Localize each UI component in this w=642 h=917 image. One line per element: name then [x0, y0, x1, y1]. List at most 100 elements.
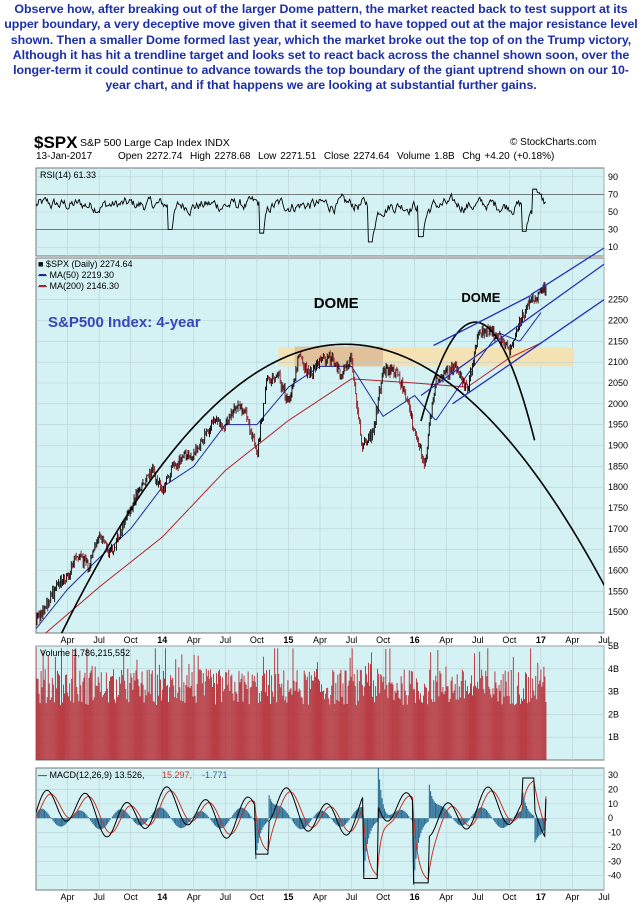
volume-bar: [304, 674, 306, 760]
volume-bar: [184, 702, 186, 760]
volume-bar: [336, 700, 338, 760]
volume-bar: [154, 648, 156, 760]
volume-bar: [512, 657, 514, 760]
chart-index-name: S&P 500 Large Cap Index INDX: [80, 137, 230, 149]
volume-bar: [412, 689, 414, 760]
volume-bar: [349, 657, 351, 760]
volume-bar: [340, 669, 342, 760]
volume-bar: [128, 702, 130, 760]
price-tick-label: 1700: [608, 524, 628, 534]
macd-x-tick-label: 15: [283, 892, 293, 902]
volume-bar: [141, 671, 143, 760]
volume-bar: [166, 686, 167, 760]
volume-bar: [301, 697, 303, 760]
volume-bar: [108, 681, 110, 760]
resistance-zone: [278, 347, 574, 367]
volume-bar: [411, 671, 413, 760]
volume-bar: [384, 689, 386, 760]
volume-bar: [210, 676, 212, 760]
volume-bar: [328, 698, 330, 760]
volume-bar: [424, 683, 426, 760]
volume-bar: [326, 688, 328, 760]
volume-bar: [307, 704, 309, 760]
volume-bar: [190, 685, 192, 760]
volume-bar: [289, 689, 291, 760]
volume-bar: [96, 686, 98, 760]
chart-commentary: Observe how, after breaking out of the l…: [4, 2, 638, 93]
volume-bar: [535, 675, 537, 760]
macd-x-tick-label: 16: [410, 892, 420, 902]
volume-bar: [77, 694, 79, 760]
volume-bar: [67, 692, 69, 760]
volume-bar: [456, 674, 458, 760]
volume-bar: [133, 672, 135, 760]
rsi-tick-label: 10: [608, 242, 618, 252]
volume-bar: [313, 671, 315, 760]
volume-bar: [53, 702, 55, 760]
volume-bar: [374, 702, 376, 760]
macd-x-tick-label: Apr: [187, 892, 201, 902]
price-x-tick-label: Jul: [472, 635, 484, 645]
volume-bar: [545, 702, 547, 760]
volume-bar: [435, 675, 437, 760]
volume-label: Volume: [396, 151, 431, 162]
volume-bar: [368, 662, 369, 760]
volume-bar: [162, 689, 163, 760]
volume-bar: [430, 652, 432, 760]
volume-legend: Volume 1,786,215,552: [40, 648, 130, 658]
volume-bar: [94, 666, 96, 760]
macd-tick-label: 30: [608, 770, 618, 780]
price-x-tick-label: Jul: [93, 635, 105, 645]
macd-x-tick-label: Apr: [61, 892, 75, 902]
volume-bar: [209, 669, 211, 760]
volume-bar: [413, 689, 415, 760]
volume-bar: [539, 680, 541, 760]
volume-bar: [459, 697, 461, 760]
volume-bar: [97, 676, 99, 760]
volume-bar: [395, 692, 397, 760]
volume-bar: [305, 679, 307, 760]
volume-bar: [386, 684, 388, 760]
volume-bar: [199, 669, 201, 760]
volume-bar: [219, 669, 221, 760]
volume-bar: [268, 684, 269, 760]
volume-bar: [543, 666, 545, 760]
channel-extension: [530, 247, 605, 296]
volume-bar: [534, 695, 536, 760]
volume-bar: [182, 701, 184, 760]
volume-bar: [523, 688, 524, 760]
volume-bars: [36, 648, 547, 760]
volume-bar: [130, 673, 132, 760]
volume-bar: [522, 700, 523, 760]
volume-bar: [454, 684, 456, 760]
volume-bar: [155, 704, 157, 760]
volume-bar: [238, 670, 240, 760]
volume-bar: [267, 696, 268, 760]
macd-x-tick-label: 17: [536, 892, 546, 902]
volume-bar: [102, 695, 104, 760]
volume-bar: [291, 694, 293, 760]
volume-bar: [362, 695, 364, 760]
volume-bar: [222, 677, 224, 760]
volume-bar: [367, 682, 368, 760]
volume-bar: [189, 688, 191, 760]
volume-bar: [120, 683, 122, 760]
volume-bar: [147, 692, 149, 760]
volume-bar: [116, 679, 118, 760]
volume-bar: [266, 670, 267, 760]
volume-bar: [197, 655, 199, 760]
volume-bar: [215, 704, 216, 760]
volume-bar: [465, 691, 467, 760]
volume-bar: [354, 685, 356, 760]
volume-bar: [310, 675, 312, 760]
volume-bar: [123, 648, 125, 760]
high-label: High: [189, 151, 211, 162]
volume-bar: [482, 675, 484, 760]
volume-bar: [178, 667, 180, 760]
volume-bar: [447, 686, 449, 760]
volume-bar: [423, 695, 425, 760]
volume-bar: [201, 683, 203, 760]
volume-bar: [518, 694, 520, 760]
volume-bar: [60, 705, 61, 760]
volume-bar: [176, 698, 178, 760]
